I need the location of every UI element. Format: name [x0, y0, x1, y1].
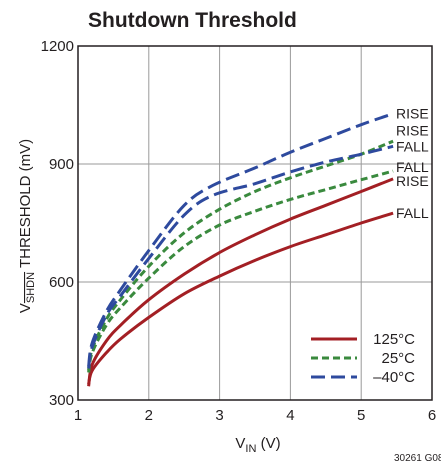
x-tick-label: 3 — [215, 407, 223, 424]
series-line-125c-fall — [87, 211, 394, 385]
y-axis-label-rest: THRESHOLD (mV) — [17, 139, 34, 272]
y-axis-label-sub: SHDN — [25, 272, 37, 303]
end-label-rise: RISE — [396, 106, 429, 122]
x-axis-label-sub: IN — [245, 443, 256, 455]
y-tick-label: 900 — [49, 156, 74, 173]
series-line-40c-fall — [87, 144, 394, 369]
legend-label: 25°C — [381, 350, 415, 367]
grid — [78, 46, 432, 400]
figure-code: 30261 G08 — [394, 453, 441, 464]
end-label-fall: FALL — [396, 205, 429, 221]
x-tick-label: 2 — [145, 407, 153, 424]
plot-frame — [77, 45, 433, 401]
chart-title: Shutdown Threshold — [88, 9, 297, 32]
x-tick-label: 6 — [428, 407, 436, 424]
x-axis-label: VIN (V) — [235, 435, 280, 455]
end-label-fall: FALL — [396, 159, 429, 175]
series-line-25c-rise — [87, 139, 394, 371]
end-label-rise: RISE — [396, 173, 429, 189]
x-tick-label: 4 — [286, 407, 294, 424]
series-group — [87, 112, 394, 387]
x-tick-labels: 1 2 3 4 5 6 — [74, 407, 436, 424]
y-tick-label: 600 — [49, 274, 74, 291]
y-axis-label-group: VSHDN THRESHOLD (mV) — [17, 139, 37, 313]
x-axis-label-main: V — [235, 435, 245, 452]
plot-border — [77, 45, 433, 401]
series-line-40c-rise — [87, 112, 394, 367]
legend-label: 125°C — [373, 331, 415, 348]
legend: 125°C 25°C –40°C — [311, 331, 415, 386]
x-tick-label: 5 — [357, 407, 365, 424]
y-tick-label: 300 — [49, 392, 74, 409]
y-axis-label-main: V — [17, 303, 34, 313]
end-label-rise: RISE — [396, 123, 429, 139]
series-line-125c-rise — [87, 177, 394, 387]
x-tick-label: 1 — [74, 407, 82, 424]
end-label-fall: FALL — [396, 138, 429, 154]
y-tick-labels: 300 600 900 1200 — [41, 38, 74, 409]
legend-label: –40°C — [373, 369, 415, 386]
series-line-25c-fall — [87, 169, 394, 373]
x-axis-label-unit: (V) — [256, 435, 280, 452]
y-axis-label: VSHDN THRESHOLD (mV) — [17, 139, 37, 313]
y-tick-label: 1200 — [41, 38, 74, 55]
